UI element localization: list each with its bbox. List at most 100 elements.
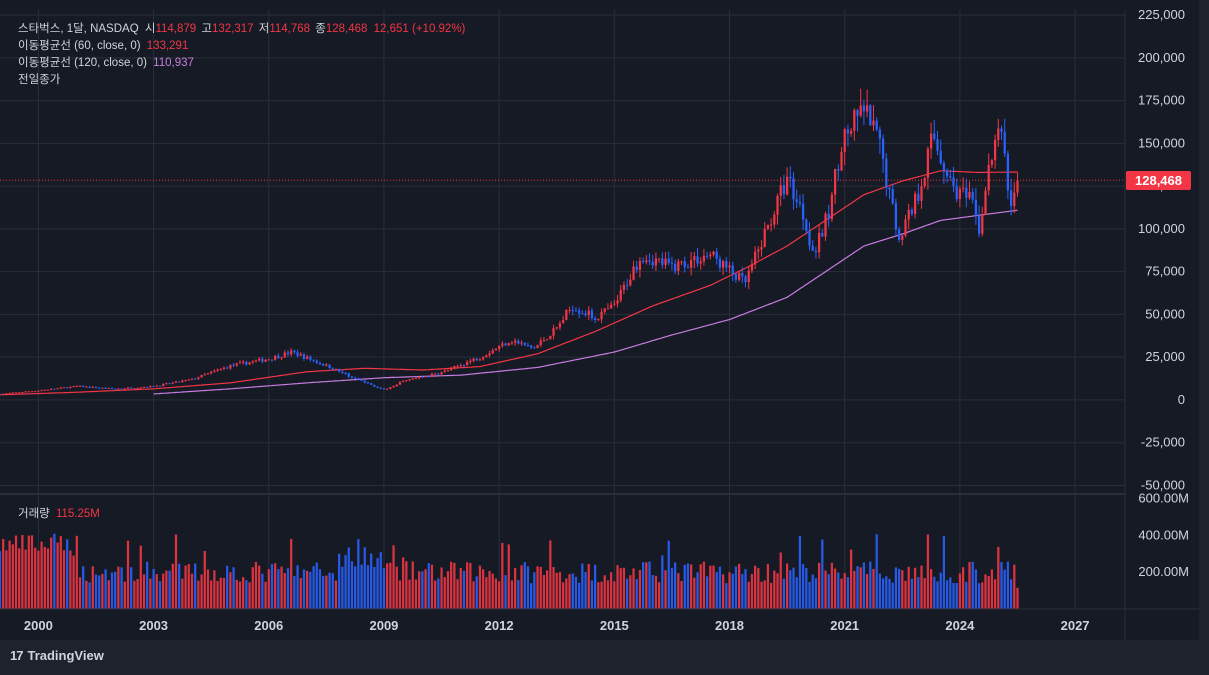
candle-body[interactable] bbox=[584, 313, 587, 315]
candle-body[interactable] bbox=[248, 362, 251, 365]
volume-bar[interactable] bbox=[504, 575, 507, 609]
volume-bar[interactable] bbox=[226, 565, 229, 609]
candle-body[interactable] bbox=[808, 230, 811, 246]
volume-bar[interactable] bbox=[875, 534, 878, 609]
volume-bar[interactable] bbox=[130, 567, 133, 609]
candle-body[interactable] bbox=[453, 366, 456, 368]
volume-bar[interactable] bbox=[805, 567, 808, 609]
volume-bar[interactable] bbox=[315, 562, 318, 609]
candle-body[interactable] bbox=[14, 392, 18, 394]
candle-body[interactable] bbox=[530, 345, 533, 348]
candle-body[interactable] bbox=[920, 186, 923, 201]
candle-body[interactable] bbox=[168, 383, 171, 385]
candle-body[interactable] bbox=[562, 320, 565, 324]
candle-body[interactable] bbox=[366, 382, 370, 384]
candle-body[interactable] bbox=[878, 129, 882, 139]
volume-bar[interactable] bbox=[651, 575, 654, 609]
volume-bar[interactable] bbox=[888, 578, 891, 609]
candle-body[interactable] bbox=[494, 348, 498, 351]
candle-body[interactable] bbox=[709, 254, 712, 257]
candle-body[interactable] bbox=[459, 365, 462, 367]
volume-bar[interactable] bbox=[683, 564, 686, 609]
volume-bar[interactable] bbox=[571, 573, 574, 609]
volume-bar[interactable] bbox=[773, 570, 776, 609]
candle-body[interactable] bbox=[853, 110, 856, 131]
volume-bar[interactable] bbox=[200, 574, 203, 609]
volume-bar[interactable] bbox=[136, 579, 139, 609]
volume-bar[interactable] bbox=[363, 547, 366, 609]
volume-bar[interactable] bbox=[434, 580, 437, 609]
candle-body[interactable] bbox=[165, 383, 168, 385]
volume-bar[interactable] bbox=[459, 567, 462, 609]
candle-body[interactable] bbox=[270, 359, 274, 361]
volume-bar[interactable] bbox=[833, 568, 837, 609]
candle-body[interactable] bbox=[190, 378, 194, 380]
volume-bar[interactable] bbox=[542, 575, 546, 609]
volume-bar[interactable] bbox=[795, 577, 798, 609]
candle-body[interactable] bbox=[78, 385, 82, 387]
volume-bar[interactable] bbox=[478, 565, 482, 609]
volume-bar[interactable] bbox=[907, 566, 910, 609]
candle-body[interactable] bbox=[638, 260, 642, 270]
candle-body[interactable] bbox=[642, 260, 645, 263]
candle-body[interactable] bbox=[155, 385, 158, 387]
candle-body[interactable] bbox=[43, 389, 46, 391]
volume-bar[interactable] bbox=[862, 562, 866, 609]
candle-body[interactable] bbox=[798, 201, 802, 204]
candle-body[interactable] bbox=[523, 342, 526, 346]
candle-body[interactable] bbox=[344, 372, 347, 374]
volume-bar[interactable] bbox=[142, 574, 146, 609]
candle-body[interactable] bbox=[50, 388, 53, 390]
volume-bar[interactable] bbox=[91, 566, 94, 609]
volume-bar[interactable] bbox=[734, 566, 738, 609]
candle-body[interactable] bbox=[549, 335, 552, 340]
candle-body[interactable] bbox=[302, 354, 306, 359]
volume-bar[interactable] bbox=[872, 568, 875, 609]
candle-body[interactable] bbox=[66, 387, 69, 389]
candle-body[interactable] bbox=[306, 356, 309, 359]
volume-bar[interactable] bbox=[213, 570, 216, 609]
volume-bar[interactable] bbox=[881, 578, 885, 609]
volume-bar[interactable] bbox=[126, 540, 130, 609]
candle-body[interactable] bbox=[904, 219, 907, 236]
volume-bar[interactable] bbox=[597, 582, 600, 609]
candle-body[interactable] bbox=[427, 376, 430, 378]
volume-bar[interactable] bbox=[523, 562, 526, 609]
candle-body[interactable] bbox=[533, 347, 536, 349]
candle-body[interactable] bbox=[603, 308, 606, 312]
candle-body[interactable] bbox=[789, 176, 792, 179]
volume-bar[interactable] bbox=[897, 568, 901, 609]
candle-body[interactable] bbox=[686, 266, 690, 268]
candle-body[interactable] bbox=[30, 391, 34, 393]
volume-axis[interactable]: 600.00M 400.00M 200.00M bbox=[1138, 491, 1189, 580]
candle-body[interactable] bbox=[875, 120, 878, 130]
candle-body[interactable] bbox=[261, 358, 264, 362]
volume-bar[interactable] bbox=[555, 572, 558, 609]
volume-bar[interactable] bbox=[981, 582, 984, 609]
volume-bar[interactable] bbox=[814, 578, 818, 609]
volume-bar[interactable] bbox=[158, 581, 162, 609]
volume-bar[interactable] bbox=[123, 581, 126, 609]
volume-bar[interactable] bbox=[849, 549, 853, 609]
volume-bar[interactable] bbox=[78, 577, 82, 609]
candle-body[interactable] bbox=[392, 386, 395, 388]
candle-body[interactable] bbox=[456, 365, 459, 367]
candle-body[interactable] bbox=[859, 105, 862, 116]
volume-bar[interactable] bbox=[792, 567, 795, 609]
volume-bar[interactable] bbox=[66, 539, 69, 609]
volume-bar[interactable] bbox=[830, 562, 834, 609]
candle-body[interactable] bbox=[578, 310, 581, 314]
candle-body[interactable] bbox=[322, 363, 325, 366]
volume-bar[interactable] bbox=[779, 552, 782, 609]
candle-body[interactable] bbox=[405, 380, 408, 382]
candle-body[interactable] bbox=[318, 362, 322, 364]
volume-bar[interactable] bbox=[232, 567, 235, 609]
candle-body[interactable] bbox=[277, 355, 280, 359]
volume-bar[interactable] bbox=[661, 555, 664, 609]
candle-body[interactable] bbox=[370, 383, 373, 385]
volume-bar[interactable] bbox=[152, 568, 155, 609]
volume-bar[interactable] bbox=[933, 576, 936, 609]
volume-bar[interactable] bbox=[869, 561, 872, 609]
volume-bar[interactable] bbox=[971, 561, 974, 609]
candle-body[interactable] bbox=[565, 310, 568, 321]
